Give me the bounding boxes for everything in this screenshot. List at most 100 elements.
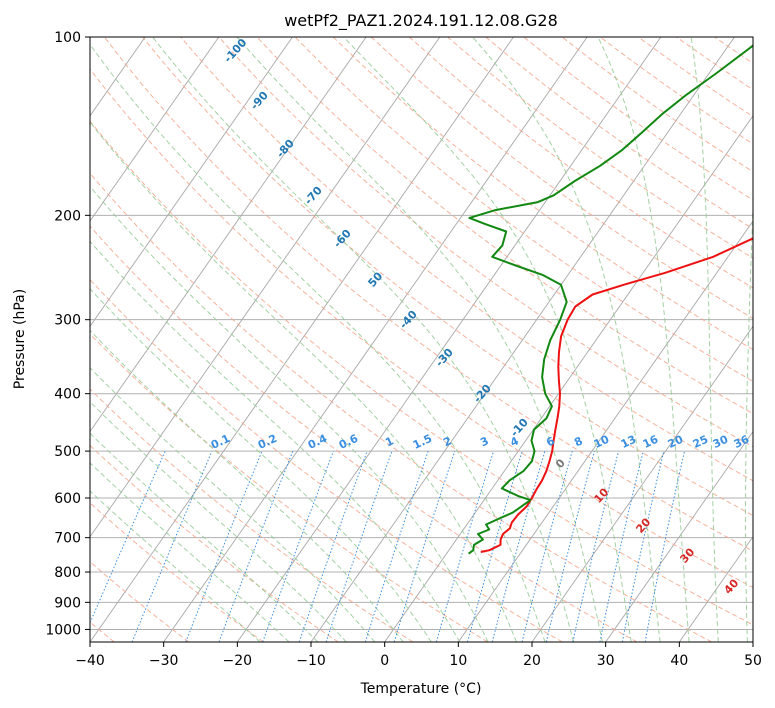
dry-adiabat-line bbox=[256, 37, 753, 415]
mixing-ratio-line bbox=[364, 450, 429, 642]
mixing-ratio-label: 0.4 bbox=[306, 432, 329, 452]
mixing-ratio-line bbox=[185, 450, 263, 642]
data-lines bbox=[467, 44, 753, 555]
dry-adiabat-label: -100 bbox=[221, 36, 249, 65]
moist-adiabat-line bbox=[90, 185, 489, 642]
isotherm-line bbox=[457, 220, 753, 642]
moist-adiabat-label: 0 bbox=[553, 456, 568, 471]
moist-adiabat-line bbox=[90, 462, 290, 642]
isotherm-line bbox=[163, 37, 588, 642]
mixing-ratio-label: 13 bbox=[619, 433, 638, 451]
mixing-ratio-line bbox=[90, 450, 166, 625]
dry-adiabat-line bbox=[90, 502, 264, 642]
chart-title: wetPf2_PAZ1.2024.191.12.08.G28 bbox=[284, 11, 558, 31]
mixing-ratio-line bbox=[521, 450, 573, 642]
plot-frame bbox=[89, 36, 754, 643]
moist-adiabat-line bbox=[90, 240, 461, 642]
dry-adiabat-label: -30 bbox=[433, 346, 456, 370]
isotherm-line bbox=[531, 325, 753, 642]
isotherm-line bbox=[90, 37, 220, 222]
mixing-ratio-label: 0.6 bbox=[337, 432, 360, 452]
moist-adiabat-line bbox=[90, 43, 546, 642]
dry-adiabat-line bbox=[370, 37, 753, 320]
dry-adiabat-label: -40 bbox=[397, 308, 420, 332]
mixing-ratio-label: 1.5 bbox=[411, 432, 434, 452]
isotherm-line bbox=[310, 37, 735, 642]
temperature-profile-line bbox=[480, 237, 753, 553]
mixing-ratio-label: 20 bbox=[666, 433, 686, 451]
y-tick-label: 400 bbox=[54, 387, 81, 403]
moist-adiabat-line bbox=[90, 490, 261, 642]
mixing-ratio-label: 36 bbox=[732, 433, 752, 451]
mixing-ratio-line bbox=[262, 450, 334, 642]
dry-adiabat-line bbox=[485, 37, 753, 230]
isotherm-line bbox=[236, 37, 662, 642]
background-lines bbox=[90, 37, 753, 642]
moist-adiabat-line bbox=[690, 37, 719, 642]
mixing-ratio-line bbox=[644, 450, 685, 642]
mixing-ratio-line bbox=[621, 450, 665, 642]
dry-adiabat-line bbox=[90, 278, 563, 642]
dry-adiabat-line bbox=[90, 333, 488, 642]
moist-adiabat-line bbox=[745, 195, 753, 642]
dry-adiabat-label: 50 bbox=[365, 269, 385, 289]
y-axis-label: Pressure (hPa) bbox=[12, 289, 28, 389]
moist-adiabat-line bbox=[90, 367, 376, 642]
dry-adiabat-line bbox=[90, 68, 753, 589]
moist-adiabat-line bbox=[343, 37, 632, 642]
y-tick-label: 700 bbox=[54, 531, 81, 547]
mixing-ratio-label: 30 bbox=[711, 433, 731, 451]
moist-adiabat-line bbox=[236, 37, 603, 642]
mixing-ratio-label: 16 bbox=[641, 433, 661, 451]
dry-adiabat-line bbox=[447, 37, 753, 259]
x-tick-label: 40 bbox=[670, 653, 688, 669]
isotherm-line bbox=[90, 37, 514, 642]
dry-adiabat-line bbox=[90, 444, 339, 642]
x-axis-ticks: −40 −30 −20 −10 0 10 20 30 40 50 bbox=[75, 642, 762, 669]
dry-adiabat-line bbox=[294, 37, 753, 382]
x-tick-label: 30 bbox=[597, 653, 615, 669]
dry-adiabat-line bbox=[90, 120, 753, 626]
mixing-ratio-line bbox=[325, 450, 393, 642]
dry-adiabat-line bbox=[218, 37, 753, 448]
isotherm-line bbox=[90, 37, 441, 538]
mixing-ratio-label: 0.2 bbox=[256, 432, 279, 452]
y-axis-ticks: 1000 900 800 700 600 500 400 300 200 100 bbox=[45, 30, 90, 638]
y-tick-label: 500 bbox=[54, 444, 81, 460]
y-tick-label: 600 bbox=[54, 491, 81, 507]
y-tick-label: 900 bbox=[54, 595, 81, 611]
y-tick-label: 200 bbox=[54, 208, 81, 224]
x-tick-label: 0 bbox=[380, 653, 389, 669]
mixing-ratio-label: 8 bbox=[572, 434, 584, 449]
mixing-ratio-line bbox=[435, 450, 495, 642]
dry-adiabat-line bbox=[180, 37, 753, 482]
mixing-ratio-line bbox=[218, 450, 294, 642]
y-tick-label: 800 bbox=[54, 565, 81, 581]
moist-adiabat-line bbox=[90, 288, 432, 642]
dry-adiabat-label: -90 bbox=[248, 89, 271, 113]
moist-adiabat-label: 20 bbox=[633, 515, 653, 535]
moist-adiabat-line bbox=[90, 432, 319, 642]
mixing-ratio-line bbox=[467, 450, 523, 642]
isotherm-line bbox=[384, 115, 753, 642]
x-tick-label: 20 bbox=[523, 653, 541, 669]
mixing-ratio-line bbox=[298, 450, 368, 642]
mixing-ratio-label: 3 bbox=[478, 434, 490, 449]
mixing-ratio-line bbox=[599, 450, 644, 642]
mixing-ratio-line bbox=[572, 450, 620, 642]
dry-adiabat-line bbox=[90, 172, 712, 642]
x-tick-label: −30 bbox=[149, 653, 179, 669]
mixing-ratio-label: 10 bbox=[592, 433, 612, 451]
line-labels: 0.1 0.2 0.4 0.6 1 1.5 2 3 4 6 8 10 13 16 20 25 30 36-100-… bbox=[209, 36, 752, 597]
isotherm-line bbox=[678, 535, 753, 642]
isotherm-line bbox=[90, 37, 293, 328]
isotherm-line bbox=[752, 641, 753, 642]
moist-adiabat-line bbox=[152, 37, 575, 642]
mixing-ratio-line bbox=[393, 450, 456, 642]
mixing-ratio-label: 0.1 bbox=[209, 432, 232, 452]
moist-adiabat-line bbox=[597, 37, 690, 642]
x-tick-label: −40 bbox=[75, 653, 105, 669]
y-tick-label: 1000 bbox=[45, 622, 81, 638]
dry-adiabat-label: -60 bbox=[331, 227, 354, 251]
